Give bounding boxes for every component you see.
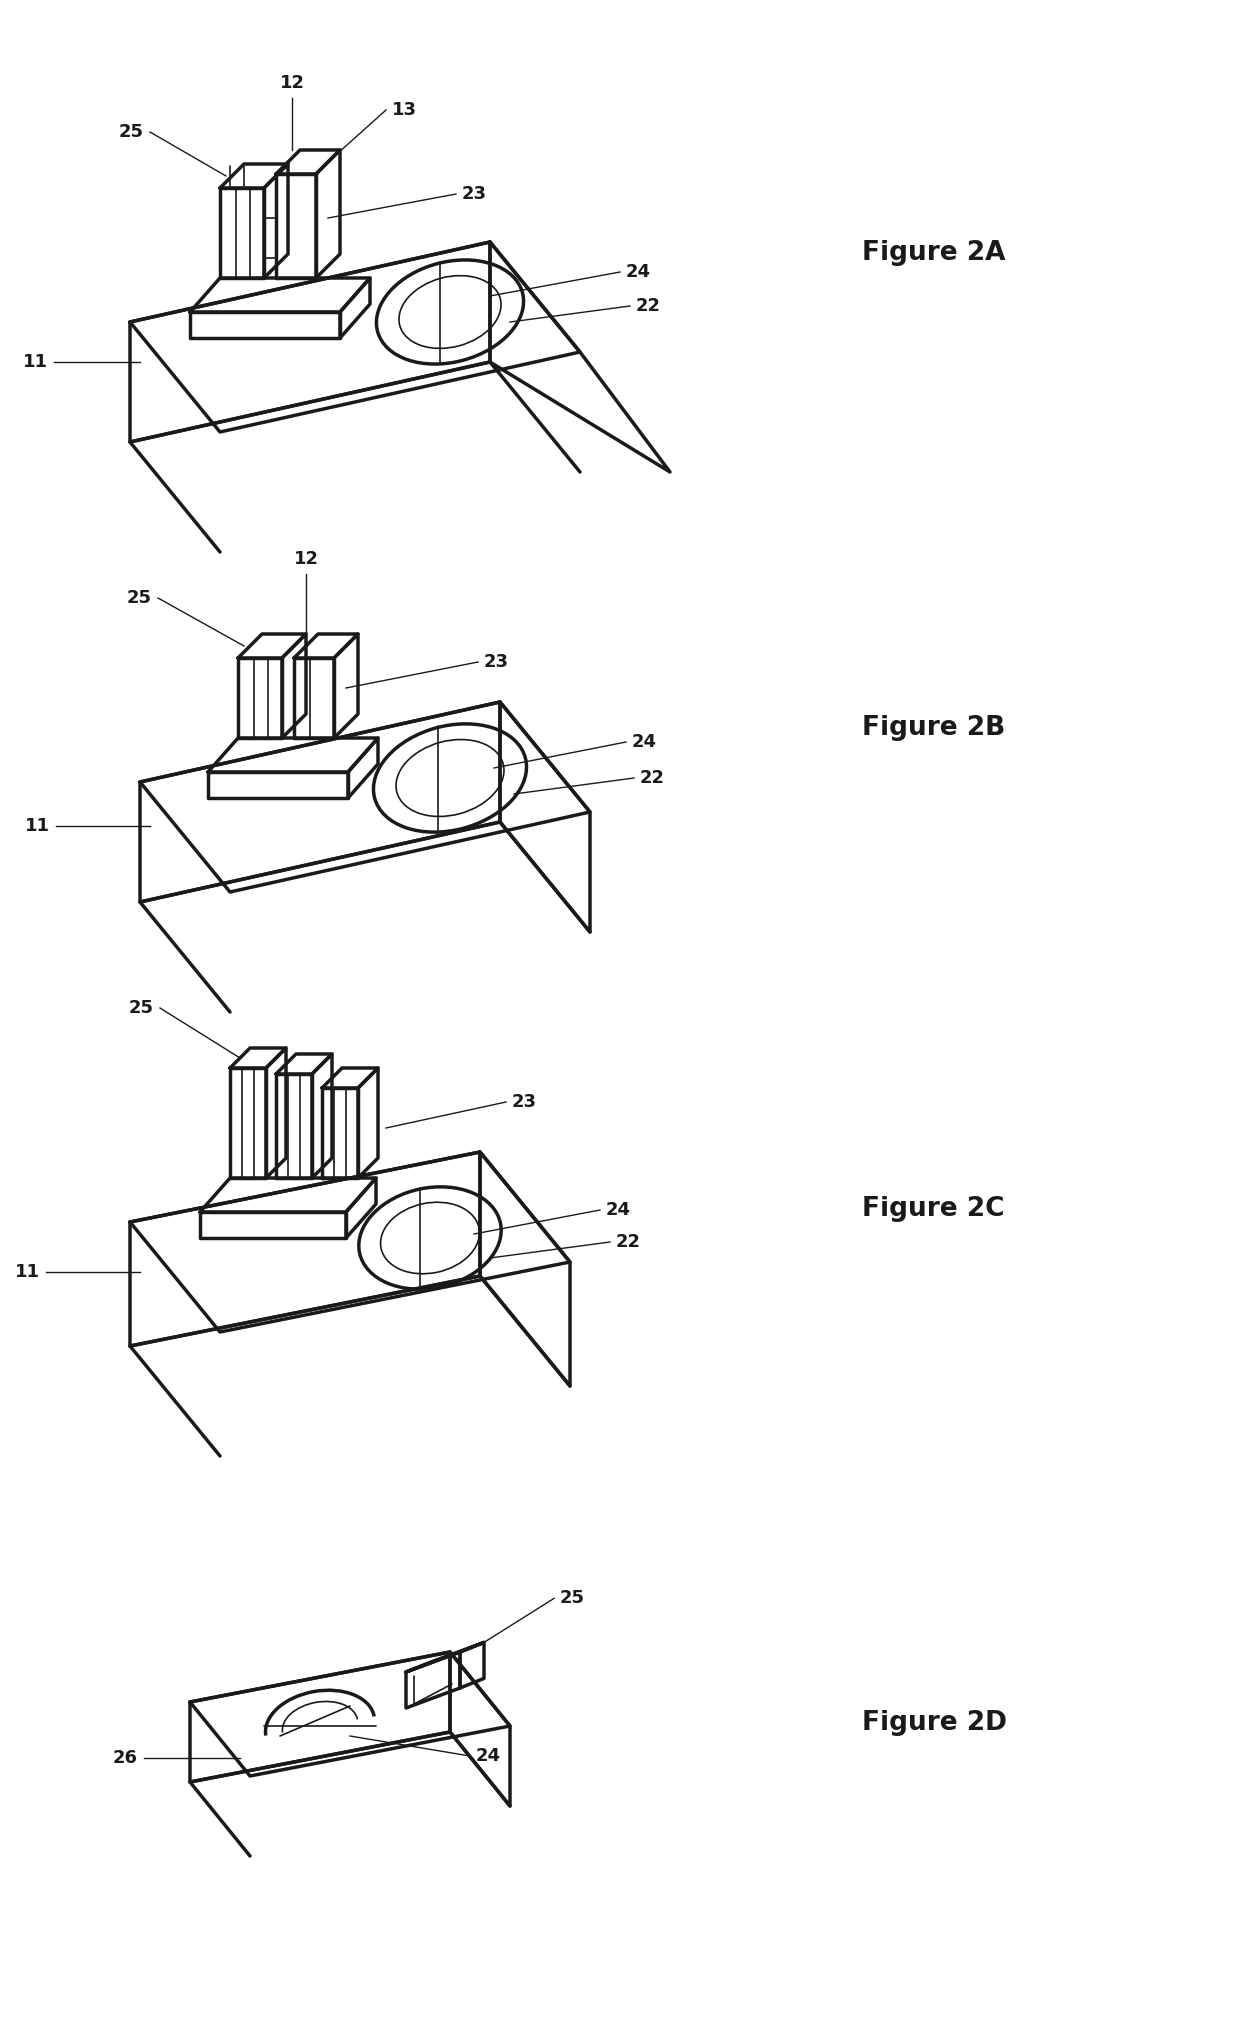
Text: 22: 22 (616, 1233, 641, 1252)
Text: Figure 2A: Figure 2A (862, 241, 1006, 265)
Text: 12: 12 (294, 550, 319, 568)
Text: 11: 11 (24, 354, 48, 370)
Text: 25: 25 (126, 588, 153, 607)
Text: 23: 23 (512, 1094, 537, 1110)
Text: 25: 25 (119, 123, 144, 142)
Text: 25: 25 (129, 999, 154, 1017)
Text: 26: 26 (113, 1749, 138, 1767)
Text: 24: 24 (606, 1201, 631, 1219)
Text: 22: 22 (636, 297, 661, 315)
Text: 11: 11 (25, 817, 50, 835)
Text: 24: 24 (632, 734, 657, 750)
Text: Figure 2B: Figure 2B (862, 716, 1006, 740)
Text: 13: 13 (392, 101, 417, 119)
Text: Figure 2C: Figure 2C (862, 1197, 1004, 1221)
Text: Figure 2D: Figure 2D (862, 1711, 1007, 1735)
Text: 11: 11 (15, 1264, 40, 1282)
Text: 12: 12 (279, 75, 305, 91)
Text: 22: 22 (640, 768, 665, 787)
Text: 24: 24 (476, 1747, 501, 1765)
Text: 23: 23 (463, 184, 487, 202)
Text: 23: 23 (484, 653, 508, 671)
Text: 24: 24 (626, 263, 651, 281)
Text: 25: 25 (560, 1589, 585, 1607)
